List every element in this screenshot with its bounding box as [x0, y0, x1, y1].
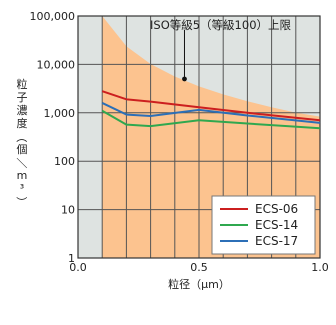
y-axis-label-char: （: [15, 132, 28, 143]
y-axis-label-char: 度: [17, 116, 28, 130]
y-axis-label-char: 粒: [17, 77, 28, 91]
series-line-ecs-14: [101, 109, 321, 130]
y-axis-label-char: ）: [15, 197, 28, 208]
y-tick-label: 1: [68, 252, 75, 265]
plot-frame: [77, 15, 321, 259]
limit-annotation-label: ISO等級5（等級100）上限: [150, 18, 292, 32]
series-line-ecs-06: [101, 90, 321, 122]
x-tick-label: 0.5: [190, 261, 208, 274]
annotation-marker: [182, 76, 187, 82]
legend-label: ECS-14: [255, 218, 298, 232]
y-axis-label-char: 子: [17, 91, 28, 104]
y-tick-label: 100,000: [30, 10, 76, 23]
y-axis-label-char: m: [17, 169, 28, 182]
y-tick-label: 10,000: [37, 58, 76, 71]
x-tick-label: 1.0: [311, 261, 329, 274]
y-tick-label: 1,000: [44, 107, 76, 120]
y-tick-label: 10: [61, 204, 75, 217]
x-tick-label: 0.0: [69, 261, 87, 274]
y-axis-label-char: ³: [20, 182, 24, 195]
legend-label: ECS-06: [255, 202, 298, 216]
x-axis-label: 粒径（μm）: [168, 277, 230, 291]
legend-label: ECS-17: [255, 234, 298, 248]
y-tick-label: 100: [54, 155, 75, 168]
y-axis-label-char: 濃: [17, 103, 28, 117]
y-axis-label-char: ／: [15, 158, 28, 169]
y-axis-label-char: 個: [17, 143, 28, 156]
series-line-ecs-17: [101, 102, 321, 124]
